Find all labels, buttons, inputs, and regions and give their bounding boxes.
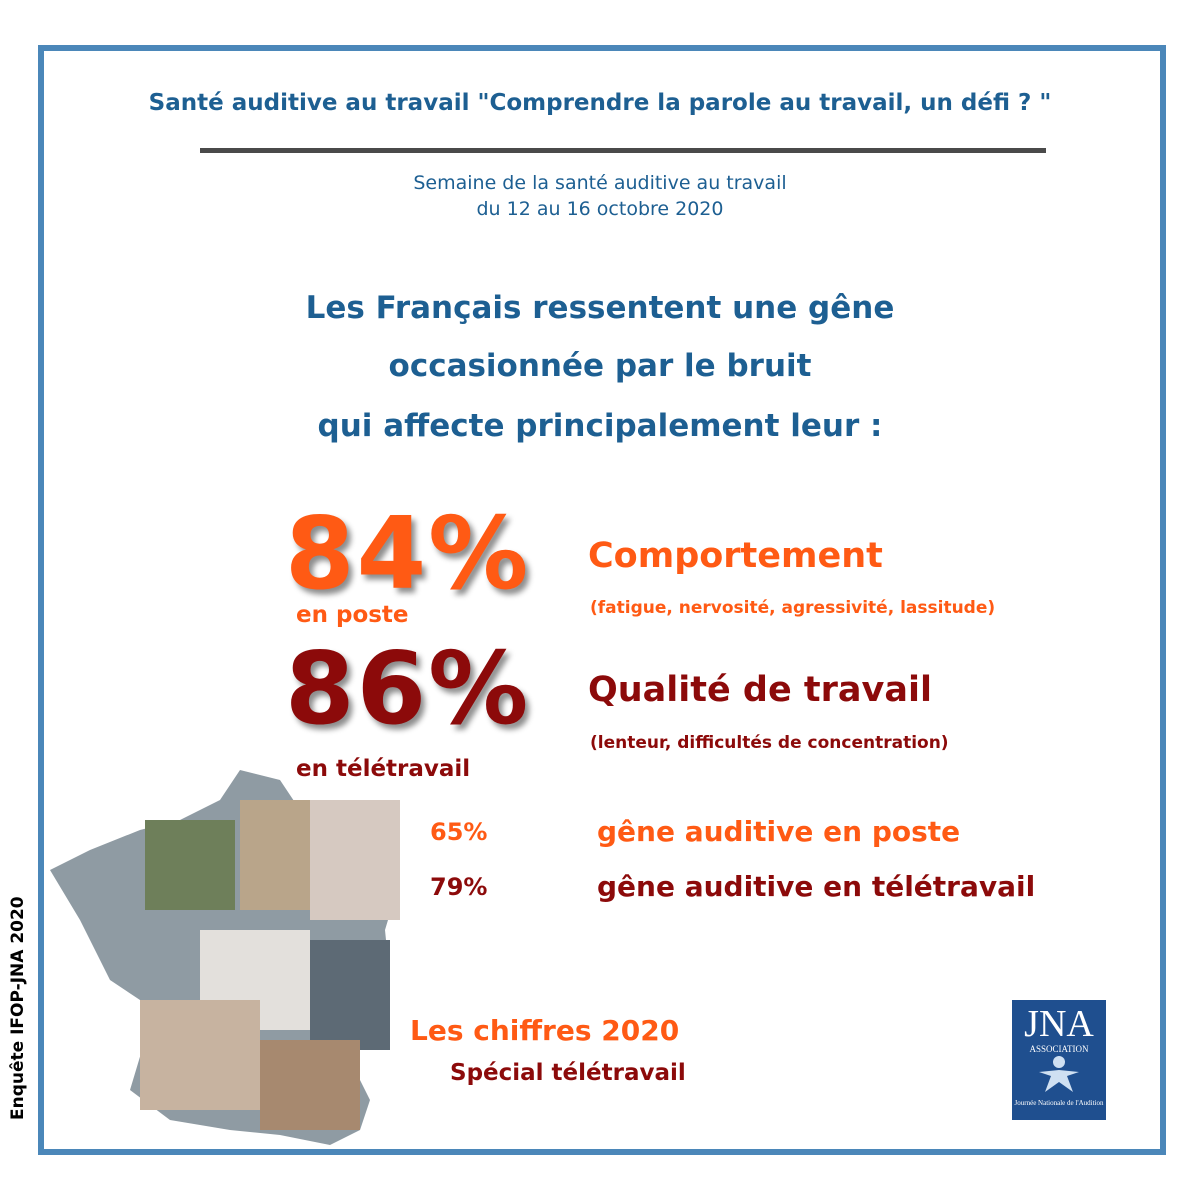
photo — [310, 940, 390, 1050]
map-collage — [50, 770, 400, 1145]
stat-figure: 86% — [285, 630, 531, 747]
intro-line: qui affecte principalement leur : — [317, 408, 883, 444]
subtitle: du 12 au 16 octobre 2020 — [476, 198, 724, 220]
stat-detail: (lenteur, difficultés de concentration) — [590, 733, 949, 753]
photo — [310, 800, 400, 920]
title: Santé auditive au travail "Comprendre la… — [148, 90, 1052, 116]
footer-title: Les chiffres 2020 — [410, 1014, 680, 1047]
footer-subtitle: Spécial télétravail — [450, 1060, 686, 1086]
minor-figure: 65% — [430, 818, 488, 846]
logo: JNA ASSOCIATION Journée Nationale de l'A… — [1012, 1000, 1106, 1120]
photo — [140, 1000, 260, 1110]
intro-line: Les Français ressentent une gêne — [305, 290, 895, 326]
stat-context: en télétravail — [296, 756, 471, 782]
stat-label: Qualité de travail — [588, 670, 932, 710]
logo-tag: ASSOCIATION — [1029, 1044, 1089, 1054]
minor-label: gêne auditive en poste — [597, 815, 961, 848]
minor-figure: 79% — [430, 873, 488, 901]
photo — [260, 1040, 360, 1130]
rule — [200, 148, 1046, 153]
stat-detail: (fatigue, nervosité, agressivité, lassit… — [590, 598, 996, 618]
subtitle: Semaine de la santé auditive au travail — [413, 172, 787, 194]
logo-name: JNA — [1024, 1003, 1094, 1045]
logo-icon — [1039, 1056, 1079, 1092]
source: Enquête IFOP-JNA 2020 — [8, 896, 28, 1120]
logo-caption: Journée Nationale de l'Audition — [1014, 1099, 1104, 1107]
frame — [38, 45, 1166, 1155]
stat-label: Comportement — [588, 536, 883, 576]
photo — [145, 820, 235, 910]
intro-line: occasionnée par le bruit — [388, 348, 812, 384]
minor-label: gêne auditive en télétravail — [597, 870, 1036, 903]
stat-context: en poste — [296, 602, 409, 628]
stat-figure: 84% — [285, 495, 531, 612]
